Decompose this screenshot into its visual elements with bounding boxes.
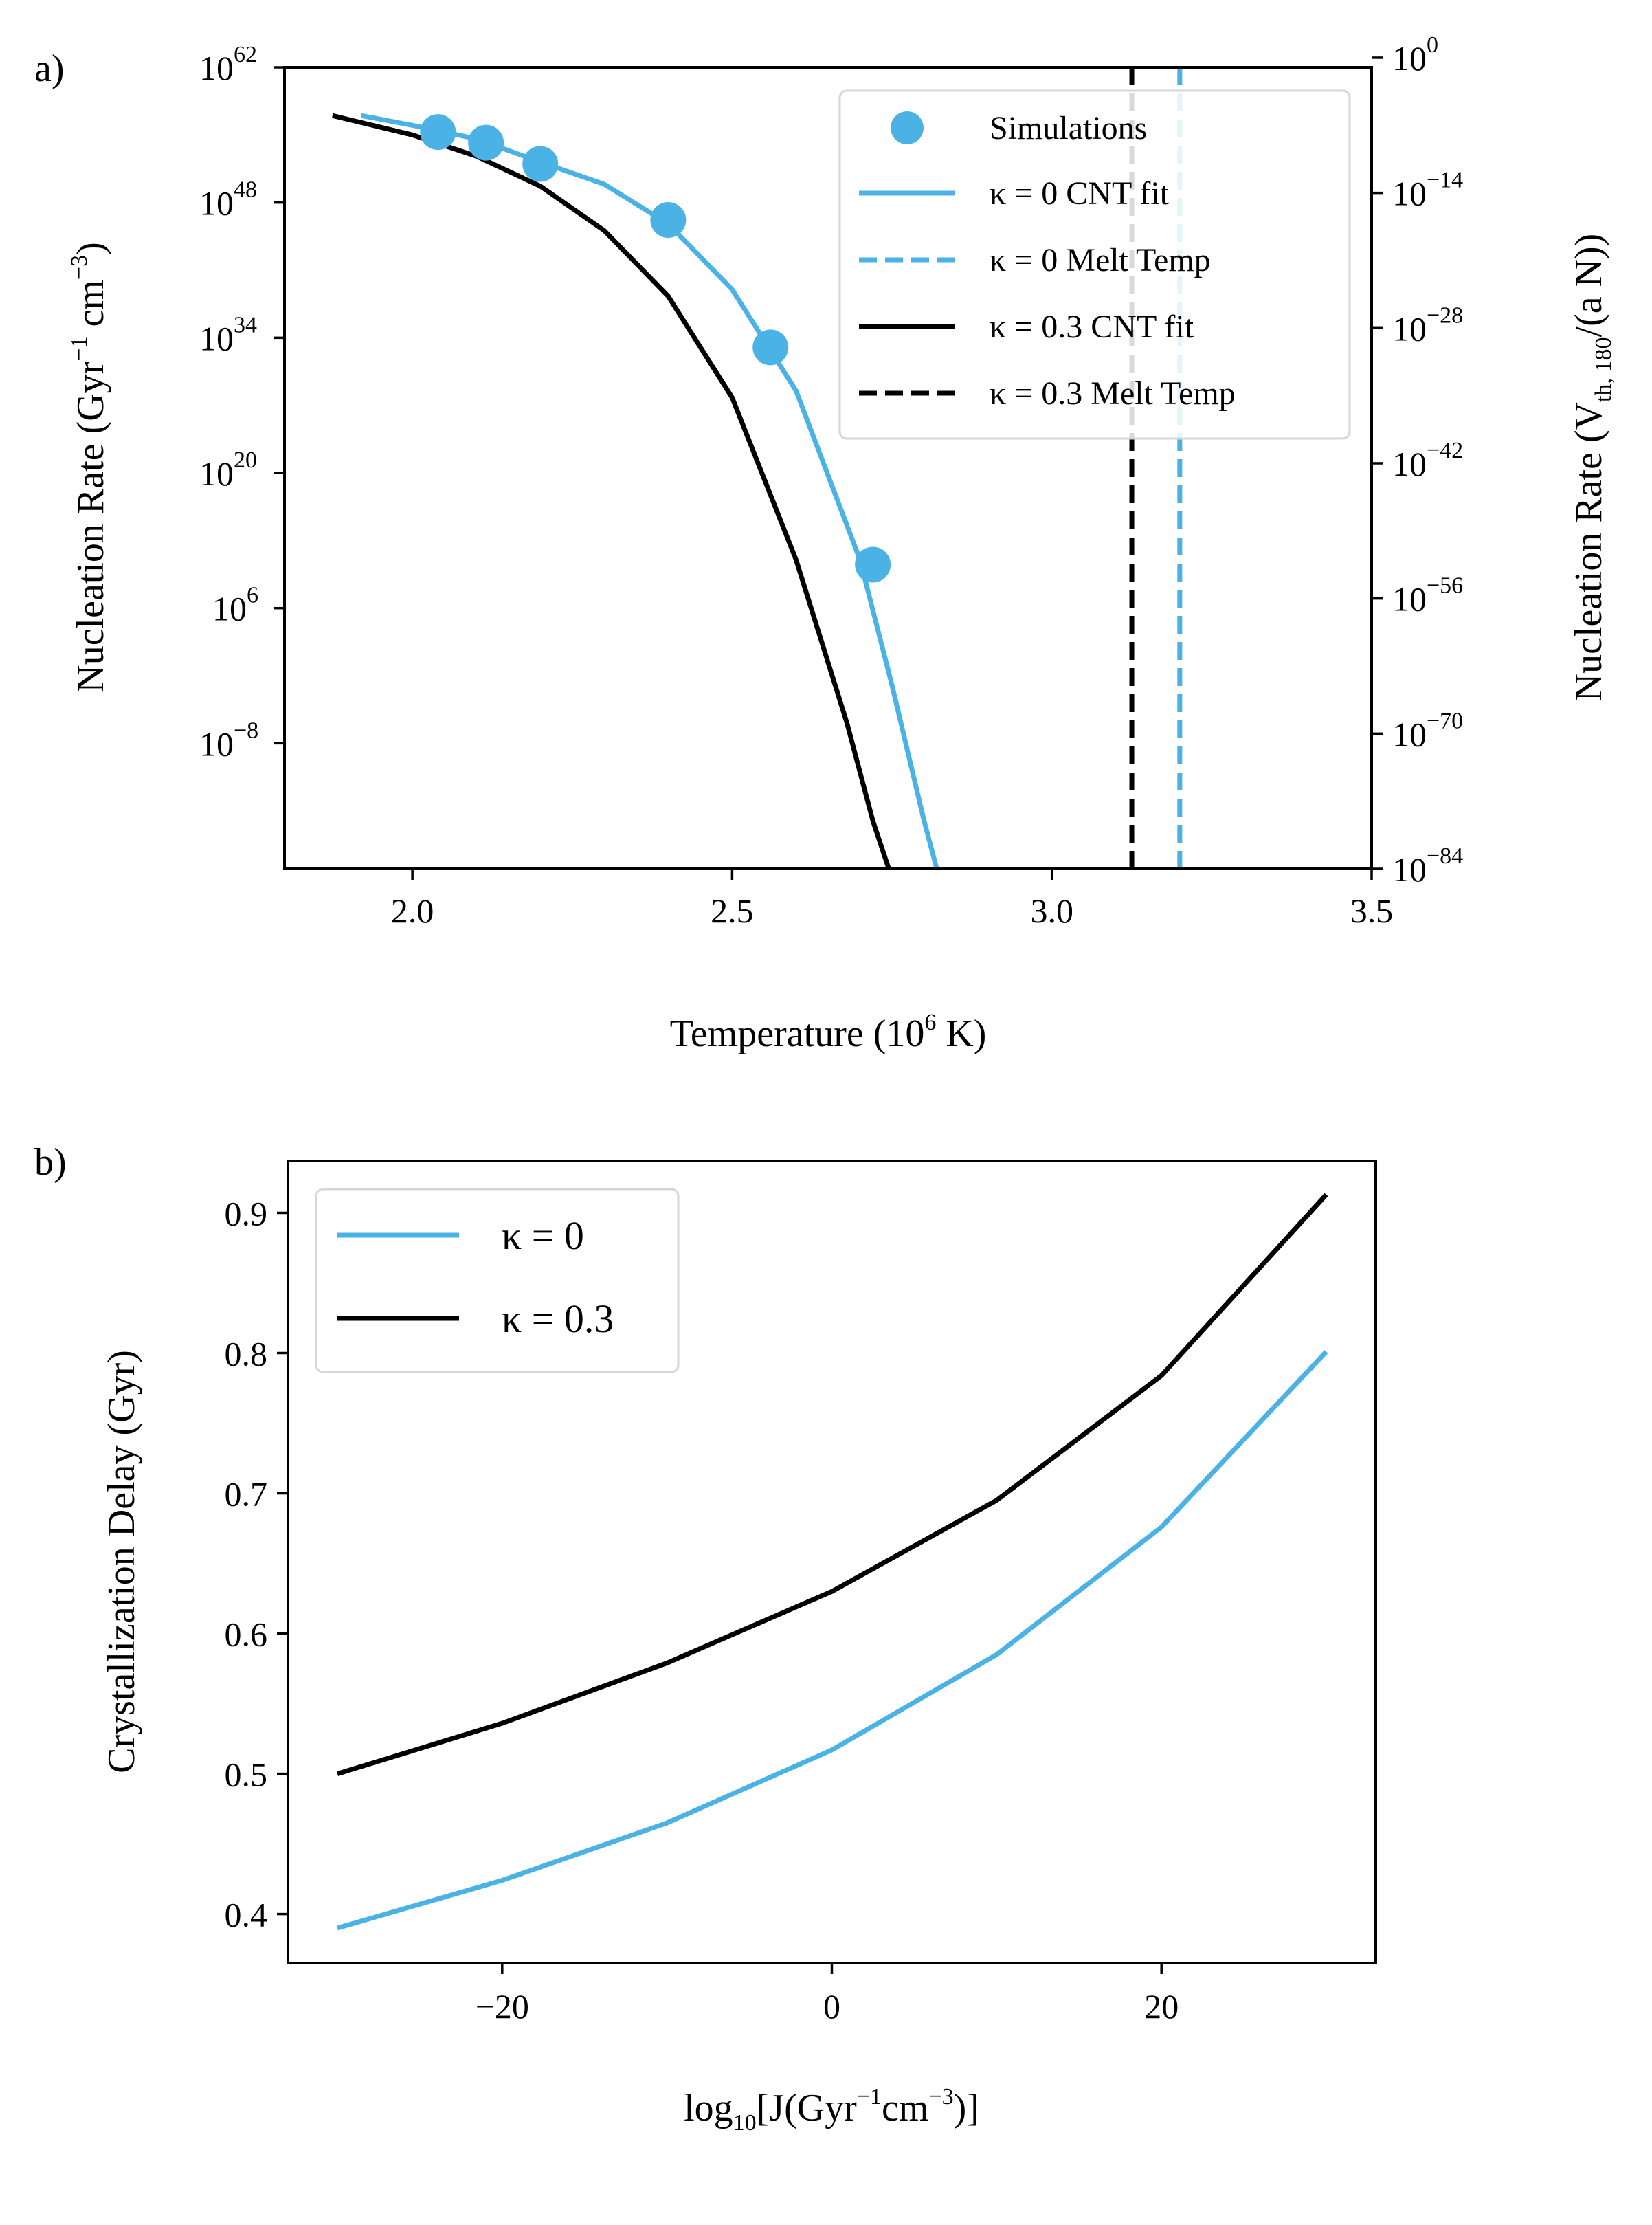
legend-entry-kappa03: κ = 0.3 xyxy=(337,1296,614,1341)
svg-text:κ = 0 CNT fit: κ = 0 CNT fit xyxy=(990,175,1170,212)
y2-tick-label: 10−42 xyxy=(1392,438,1463,483)
panel-a-nucleation-rate-chart: a) 2.0 2.5 3.0 3.5 10−81061020103410481062 … xyxy=(34,32,1616,1055)
simulation-point xyxy=(468,124,504,161)
panel-b-crystallization-delay-chart: b) −20 0 20 0.4 0.5 0.6 0.7 0.8 0.9 log10[J(Gyr… xyxy=(34,1141,1377,2136)
legend-entry-kappa0-cnt-fit: κ = 0 CNT fit xyxy=(859,175,1170,212)
svg-text:κ = 0.3: κ = 0.3 xyxy=(502,1296,614,1341)
x-tick-label: 0 xyxy=(823,1987,840,2026)
x-tick-label: 20 xyxy=(1144,1987,1179,2026)
x-tick-label: 2.5 xyxy=(711,892,754,930)
y-tick-label: 1034 xyxy=(199,312,257,357)
y2-tick-label: 10−84 xyxy=(1392,843,1463,889)
y-tick-label: 106 xyxy=(212,583,258,628)
series-line--0-cnt-fit xyxy=(361,113,939,869)
panel-b-x-axis-label: log10[J(Gyr−1cm−3)] xyxy=(684,2084,979,2136)
y-tick-label: 0.9 xyxy=(225,1194,268,1232)
y2-tick-label: 10−14 xyxy=(1392,168,1463,213)
panel-a-x-axis-label: Temperature (106 K) xyxy=(670,1010,987,1055)
y-tick-label: 0.6 xyxy=(225,1615,268,1654)
panel-a-legend: Simulations κ = 0 CNT fit κ = 0 Melt Tem… xyxy=(838,89,1351,440)
x-tick-label: 3.5 xyxy=(1350,892,1394,930)
panel-b-y-axis-label: Crystallization Delay (Gyr) xyxy=(100,1350,143,1773)
y-tick-label: 0.4 xyxy=(225,1896,268,1934)
y-tick-label: 0.7 xyxy=(225,1475,268,1514)
simulation-point xyxy=(752,329,789,366)
panel-a-y-axis-label: Nucleation Rate (Gyr−1 cm−3) xyxy=(67,242,112,693)
legend-entry-kappa0-melt-temp: κ = 0 Melt Temp xyxy=(859,242,1211,278)
simulation-point xyxy=(522,146,559,182)
series-line--0-3 xyxy=(336,1193,1328,1776)
y-tick-label: 0.8 xyxy=(225,1335,268,1373)
y2-tick-label: 10−70 xyxy=(1392,708,1463,753)
legend-entry-kappa0: κ = 0 xyxy=(337,1213,584,1258)
panel-b-label: b) xyxy=(34,1141,67,1184)
svg-text:Simulations: Simulations xyxy=(990,110,1147,146)
panel-b-legend: κ = 0 κ = 0.3 xyxy=(315,1188,680,1373)
x-tick-label: 2.0 xyxy=(391,892,434,930)
legend-entry-kappa03-melt-temp: κ = 0.3 Melt Temp xyxy=(859,375,1236,412)
y-tick-label: 1020 xyxy=(199,447,257,493)
y2-tick-label: 10−56 xyxy=(1392,573,1463,619)
simulation-point xyxy=(420,114,456,151)
y-tick-label: 1062 xyxy=(199,42,257,87)
svg-text:κ = 0.3 CNT fit: κ = 0.3 CNT fit xyxy=(990,309,1194,345)
y-tick-label: 1048 xyxy=(199,177,257,223)
simulation-point xyxy=(855,546,891,583)
panel-a-right-y-axis-label: Nucleation Rate (Vth, 180/(a N)) xyxy=(1567,234,1616,702)
x-tick-label: −20 xyxy=(476,1987,529,2026)
series-line--0 xyxy=(337,1350,1328,1931)
legend-entry-simulations: Simulations xyxy=(891,110,1147,146)
simulation-point xyxy=(650,201,687,238)
legend-entry-kappa03-cnt-fit: κ = 0.3 CNT fit xyxy=(859,309,1194,345)
y2-tick-label: 10−28 xyxy=(1392,302,1463,348)
series-line--0-3-cnt-fit xyxy=(331,113,891,869)
panel-a-label: a) xyxy=(34,47,65,90)
y-tick-label: 0.5 xyxy=(225,1756,268,1794)
svg-text:κ = 0.3 Melt Temp: κ = 0.3 Melt Temp xyxy=(990,375,1236,412)
panel-a-axes-frame xyxy=(283,66,1373,870)
x-tick-label: 3.0 xyxy=(1030,892,1073,930)
y-tick-label: 10−8 xyxy=(199,718,258,763)
svg-text:κ = 0: κ = 0 xyxy=(502,1213,584,1258)
svg-text:κ = 0 Melt Temp: κ = 0 Melt Temp xyxy=(990,242,1211,278)
y2-tick-label: 100 xyxy=(1392,32,1438,78)
